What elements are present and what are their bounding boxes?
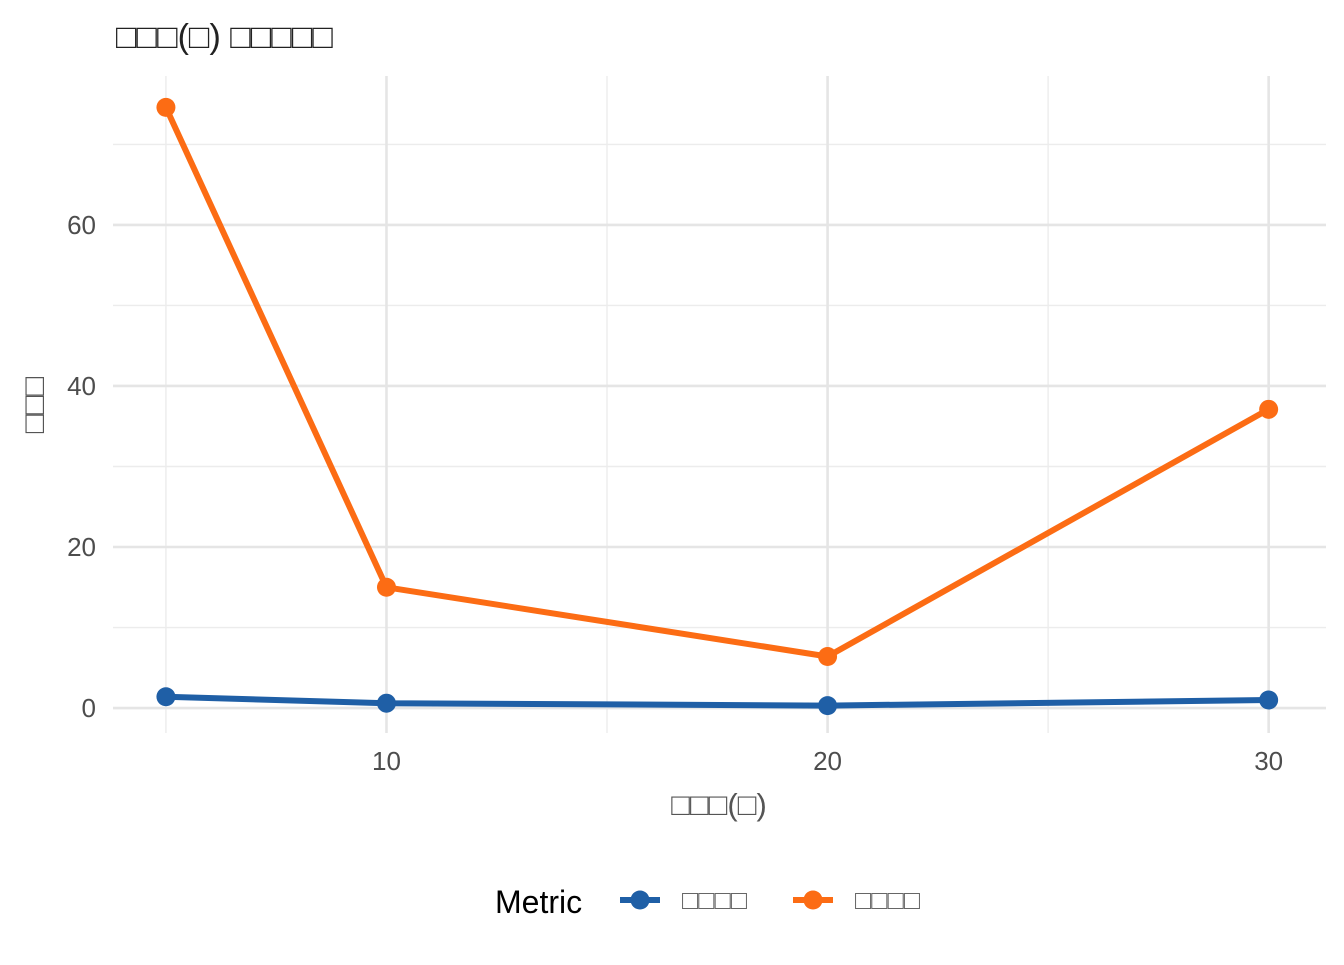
- data-point: [156, 97, 176, 117]
- x-tick-label: 10: [372, 746, 401, 776]
- data-point: [818, 696, 838, 716]
- legend-key-marker: [630, 890, 650, 910]
- series-line-2: [163, 106, 1271, 660]
- x-axis-title: □□□(□): [671, 787, 767, 822]
- legend-item-1: □□□□: [620, 885, 748, 915]
- y-tick-label: 0: [82, 693, 96, 723]
- legend-item-2: □□□□: [793, 885, 921, 915]
- data-point: [1259, 690, 1279, 710]
- data-point: [376, 693, 396, 713]
- x-tick-label: 30: [1254, 746, 1283, 776]
- legend-title: Metric: [495, 884, 582, 920]
- legend-label: □□□□: [682, 885, 748, 915]
- y-tick-label: 60: [67, 210, 96, 240]
- data-point: [376, 577, 396, 597]
- data-point: [818, 647, 838, 667]
- y-axis-title: □□□: [16, 377, 51, 433]
- y-tick-label: 40: [67, 371, 96, 401]
- series-line-1: [165, 693, 1269, 709]
- y-tick-label: 20: [67, 532, 96, 562]
- grid: [113, 76, 1326, 733]
- series-layer: [156, 97, 1279, 716]
- tick-labels: 0 20 40 60 10 20 30: [67, 210, 1283, 776]
- data-point: [156, 687, 176, 707]
- legend-label: □□□□: [855, 885, 921, 915]
- chart-title: □□□(□) □□□□□: [116, 18, 333, 56]
- data-point: [1259, 399, 1279, 419]
- x-tick-label: 20: [813, 746, 842, 776]
- legend-key-marker: [803, 890, 823, 910]
- legend-items: □□□□ □□□□: [620, 885, 921, 915]
- legend: Metric □□□□ □□□□: [495, 884, 921, 920]
